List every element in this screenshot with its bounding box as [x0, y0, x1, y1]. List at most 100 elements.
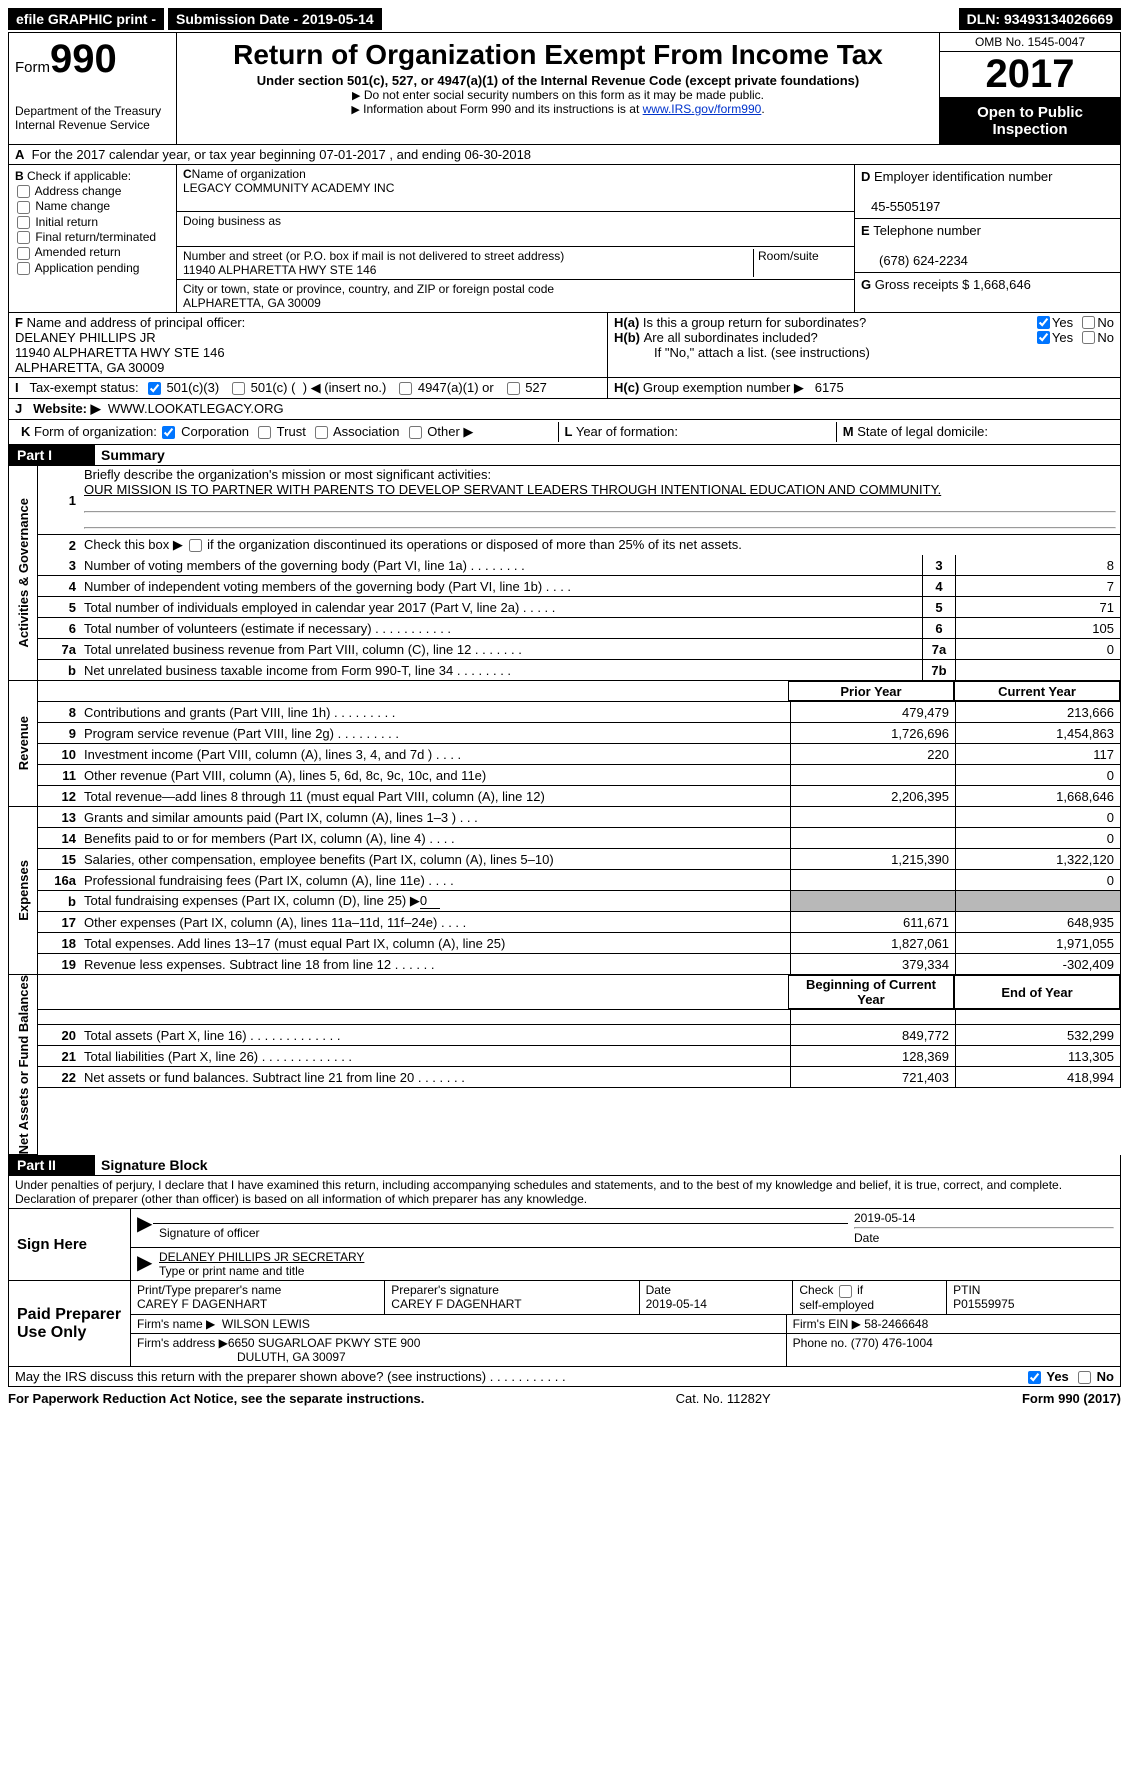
perjury-text: Under penalties of perjury, I declare th… — [9, 1176, 1120, 1209]
val-7a: 0 — [955, 639, 1120, 659]
cb-final-return[interactable] — [17, 231, 30, 244]
i-label: Tax-exempt status: — [29, 380, 138, 395]
val-14p — [790, 828, 955, 848]
val-17p: 611,671 — [790, 912, 955, 932]
discuss-line: May the IRS discuss this return with the… — [8, 1367, 1121, 1387]
dba-label: Doing business as — [177, 212, 854, 247]
firm-addr2: DULUTH, GA 30097 — [137, 1350, 346, 1364]
ha-label: Is this a group return for subordinates? — [643, 315, 1035, 330]
preparer-date: 2019-05-14 — [646, 1297, 707, 1311]
cb-corporation[interactable] — [162, 426, 175, 439]
f-label: Name and address of principal officer: — [27, 315, 246, 330]
vlabel-expenses: Expenses — [16, 860, 31, 921]
expenses-section: Expenses 13Grants and similar amounts pa… — [8, 807, 1121, 975]
hc-val: 6175 — [815, 380, 844, 395]
line-klm: K Form of organization: Corporation Trus… — [8, 420, 1121, 445]
ptin: P01559975 — [953, 1297, 1014, 1311]
cb-trust[interactable] — [258, 426, 271, 439]
omb-number: OMB No. 1545-0047 — [940, 33, 1120, 52]
part2-header: Part II Signature Block — [8, 1155, 1121, 1176]
val-20b: 849,772 — [790, 1025, 955, 1045]
vlabel-ag: Activities & Governance — [16, 498, 31, 648]
val-21b: 128,369 — [790, 1046, 955, 1066]
section-b-through-g: B Check if applicable: Address change Na… — [8, 165, 1121, 313]
irs-label: Internal Revenue Service — [15, 118, 170, 132]
form-ref: Form 990 (2017) — [1022, 1391, 1121, 1406]
val-20e: 532,299 — [955, 1025, 1120, 1045]
val-22e: 418,994 — [955, 1067, 1120, 1087]
val-9c: 1,454,863 — [955, 723, 1120, 743]
cb-ha-yes[interactable] — [1037, 315, 1050, 330]
mission-text: OUR MISSION IS TO PARTNER WITH PARENTS T… — [84, 482, 941, 497]
val-11c: 0 — [955, 765, 1120, 785]
dln: DLN: 93493134026669 — [959, 8, 1121, 30]
b-label: Check if applicable: — [27, 169, 131, 183]
ssn-note: Do not enter social security numbers on … — [364, 88, 764, 102]
cb-hb-yes[interactable] — [1037, 330, 1050, 345]
line-j: J Website: ▶ WWW.LOOKATLEGACY.ORG — [8, 399, 1121, 420]
section-i-hc: I Tax-exempt status: 501(c)(3) 501(c) ( … — [8, 378, 1121, 399]
val-16b: 0 — [420, 893, 440, 909]
paperwork-notice: For Paperwork Reduction Act Notice, see … — [8, 1391, 424, 1406]
val-18c: 1,971,055 — [955, 933, 1120, 953]
cb-association[interactable] — [315, 426, 328, 439]
vlabel-revenue: Revenue — [16, 716, 31, 770]
val-17c: 648,935 — [955, 912, 1120, 932]
cb-amended[interactable] — [17, 247, 30, 260]
cb-501c3[interactable] — [148, 382, 161, 395]
form-subtitle: Under section 501(c), 527, or 4947(a)(1)… — [187, 73, 929, 88]
val-19c: -302,409 — [955, 954, 1120, 974]
officer-sig-name: DELANEY PHILLIPS JR SECRETARY — [159, 1250, 364, 1264]
cb-527[interactable] — [507, 382, 520, 395]
val-4: 7 — [955, 576, 1120, 596]
street-label: Number and street (or P.O. box if mail i… — [183, 249, 564, 263]
org-name: LEGACY COMMUNITY ACADEMY INC — [183, 181, 394, 195]
val-13p — [790, 807, 955, 827]
val-18p: 1,827,061 — [790, 933, 955, 953]
tax-year: 2017 — [940, 52, 1120, 98]
cb-discontinued[interactable] — [189, 539, 202, 552]
val-22b: 721,403 — [790, 1067, 955, 1087]
signature-block: Under penalties of perjury, I declare th… — [8, 1176, 1121, 1366]
cb-self-employed[interactable] — [839, 1285, 852, 1298]
cb-discuss-no[interactable] — [1078, 1371, 1091, 1384]
phone: (678) 624-2234 — [861, 253, 968, 268]
val-8p: 479,479 — [790, 702, 955, 722]
page-footer: For Paperwork Reduction Act Notice, see … — [8, 1387, 1121, 1410]
firm-phone: (770) 476-1004 — [851, 1336, 933, 1350]
val-6: 105 — [955, 618, 1120, 638]
cb-ha-no[interactable] — [1082, 315, 1095, 330]
hb-label: Are all subordinates included? — [644, 330, 1035, 345]
val-9p: 1,726,696 — [790, 723, 955, 743]
room-label: Room/suite — [753, 249, 848, 277]
val-3: 8 — [955, 555, 1120, 575]
cb-4947[interactable] — [399, 382, 412, 395]
irs-link[interactable]: www.IRS.gov/form990 — [643, 102, 762, 116]
val-15c: 1,322,120 — [955, 849, 1120, 869]
cb-app-pending[interactable] — [17, 262, 30, 275]
cb-hb-no[interactable] — [1082, 330, 1095, 345]
firm-ein: 58-2466648 — [864, 1317, 928, 1331]
dept-treasury: Department of the Treasury — [15, 104, 170, 118]
val-12c: 1,668,646 — [955, 786, 1120, 806]
top-bar: efile GRAPHIC print - Submission Date - … — [8, 8, 1121, 30]
cb-other[interactable] — [409, 426, 422, 439]
cb-name-change[interactable] — [17, 201, 30, 214]
gross-receipts: 1,668,646 — [973, 277, 1031, 292]
line-a: A For the 2017 calendar year, or tax yea… — [8, 145, 1121, 165]
activities-governance-section: Activities & Governance 1Briefly describ… — [8, 466, 1121, 681]
cb-address-change[interactable] — [17, 185, 30, 198]
sign-here-label: Sign Here — [9, 1209, 131, 1280]
cb-discuss-yes[interactable] — [1028, 1371, 1041, 1384]
val-10c: 117 — [955, 744, 1120, 764]
officer-addr2: ALPHARETTA, GA 30009 — [15, 360, 164, 375]
part1-header: Part I Summary — [8, 445, 1121, 466]
val-5: 71 — [955, 597, 1120, 617]
revenue-section: Revenue Prior YearCurrent Year 8Contribu… — [8, 681, 1121, 807]
k-label: Form of organization: — [34, 424, 157, 439]
street: 11940 ALPHARETTA HWY STE 146 — [183, 263, 376, 277]
val-16ac: 0 — [955, 870, 1120, 890]
cb-501c[interactable] — [232, 382, 245, 395]
cb-initial-return[interactable] — [17, 216, 30, 229]
website: WWW.LOOKATLEGACY.ORG — [108, 401, 284, 416]
